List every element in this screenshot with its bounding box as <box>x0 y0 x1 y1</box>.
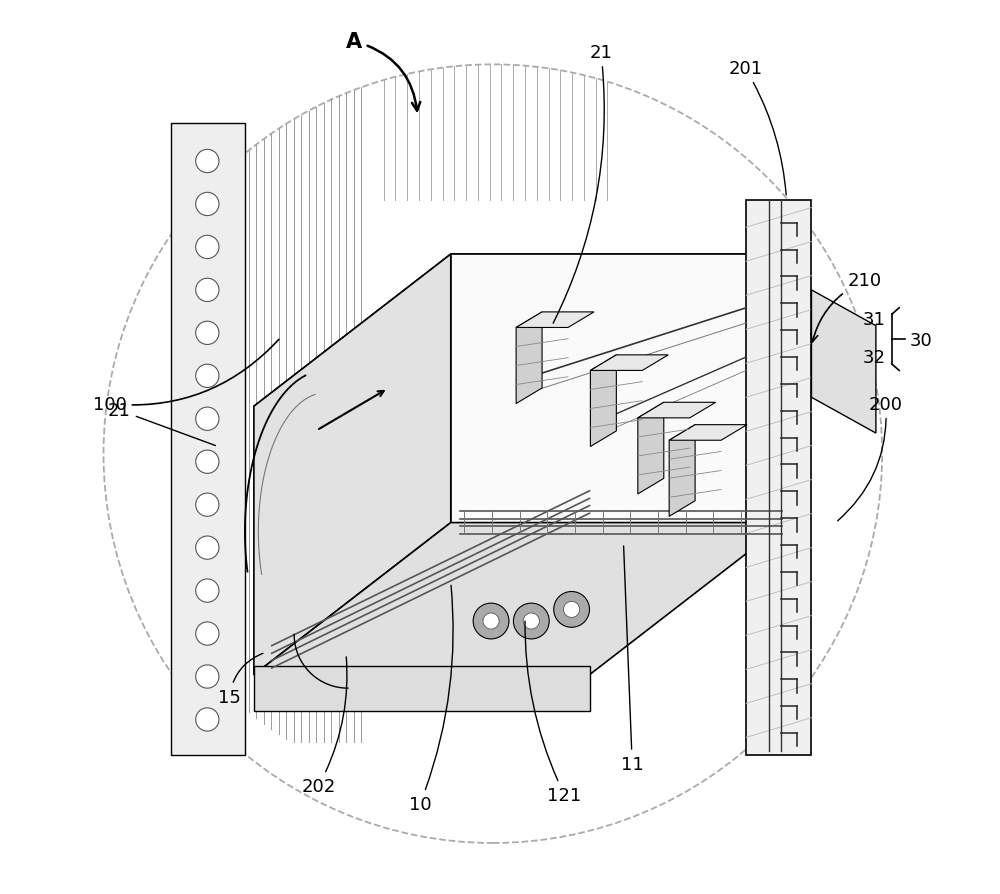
Text: 10: 10 <box>409 586 453 813</box>
Circle shape <box>196 622 219 645</box>
Text: A: A <box>346 32 420 112</box>
Text: 200: 200 <box>838 395 903 521</box>
Circle shape <box>564 602 580 618</box>
Circle shape <box>196 150 219 173</box>
Text: 100: 100 <box>93 340 279 413</box>
Circle shape <box>196 408 219 431</box>
Circle shape <box>196 279 219 302</box>
Polygon shape <box>451 255 786 523</box>
Polygon shape <box>746 201 811 755</box>
Circle shape <box>196 536 219 560</box>
Polygon shape <box>638 403 664 494</box>
Polygon shape <box>516 313 594 328</box>
Polygon shape <box>590 356 616 447</box>
Circle shape <box>196 236 219 259</box>
Circle shape <box>473 603 509 639</box>
Text: 210: 210 <box>811 272 881 342</box>
Circle shape <box>513 603 549 639</box>
Text: 15: 15 <box>218 654 263 705</box>
Text: 32: 32 <box>862 349 885 367</box>
Text: 31: 31 <box>862 310 885 328</box>
Circle shape <box>196 193 219 216</box>
Polygon shape <box>638 403 716 418</box>
Circle shape <box>196 665 219 688</box>
Polygon shape <box>254 666 590 711</box>
Polygon shape <box>590 356 668 371</box>
Text: 30: 30 <box>910 332 933 350</box>
Polygon shape <box>171 123 245 755</box>
Text: 21: 21 <box>108 401 215 446</box>
Text: 21: 21 <box>553 44 612 324</box>
Circle shape <box>523 613 539 629</box>
Circle shape <box>196 365 219 388</box>
Text: 121: 121 <box>525 621 582 804</box>
Circle shape <box>483 613 499 629</box>
Polygon shape <box>669 426 695 517</box>
Circle shape <box>196 708 219 731</box>
Polygon shape <box>811 291 876 434</box>
Circle shape <box>196 579 219 603</box>
Text: 11: 11 <box>621 546 644 772</box>
Text: 201: 201 <box>728 60 786 196</box>
Polygon shape <box>669 426 747 441</box>
Polygon shape <box>254 523 786 675</box>
Polygon shape <box>254 255 786 407</box>
Text: 202: 202 <box>301 657 347 795</box>
Circle shape <box>196 493 219 517</box>
Polygon shape <box>516 313 542 404</box>
Circle shape <box>196 451 219 474</box>
Polygon shape <box>254 255 451 675</box>
Circle shape <box>196 322 219 345</box>
Circle shape <box>554 592 590 628</box>
